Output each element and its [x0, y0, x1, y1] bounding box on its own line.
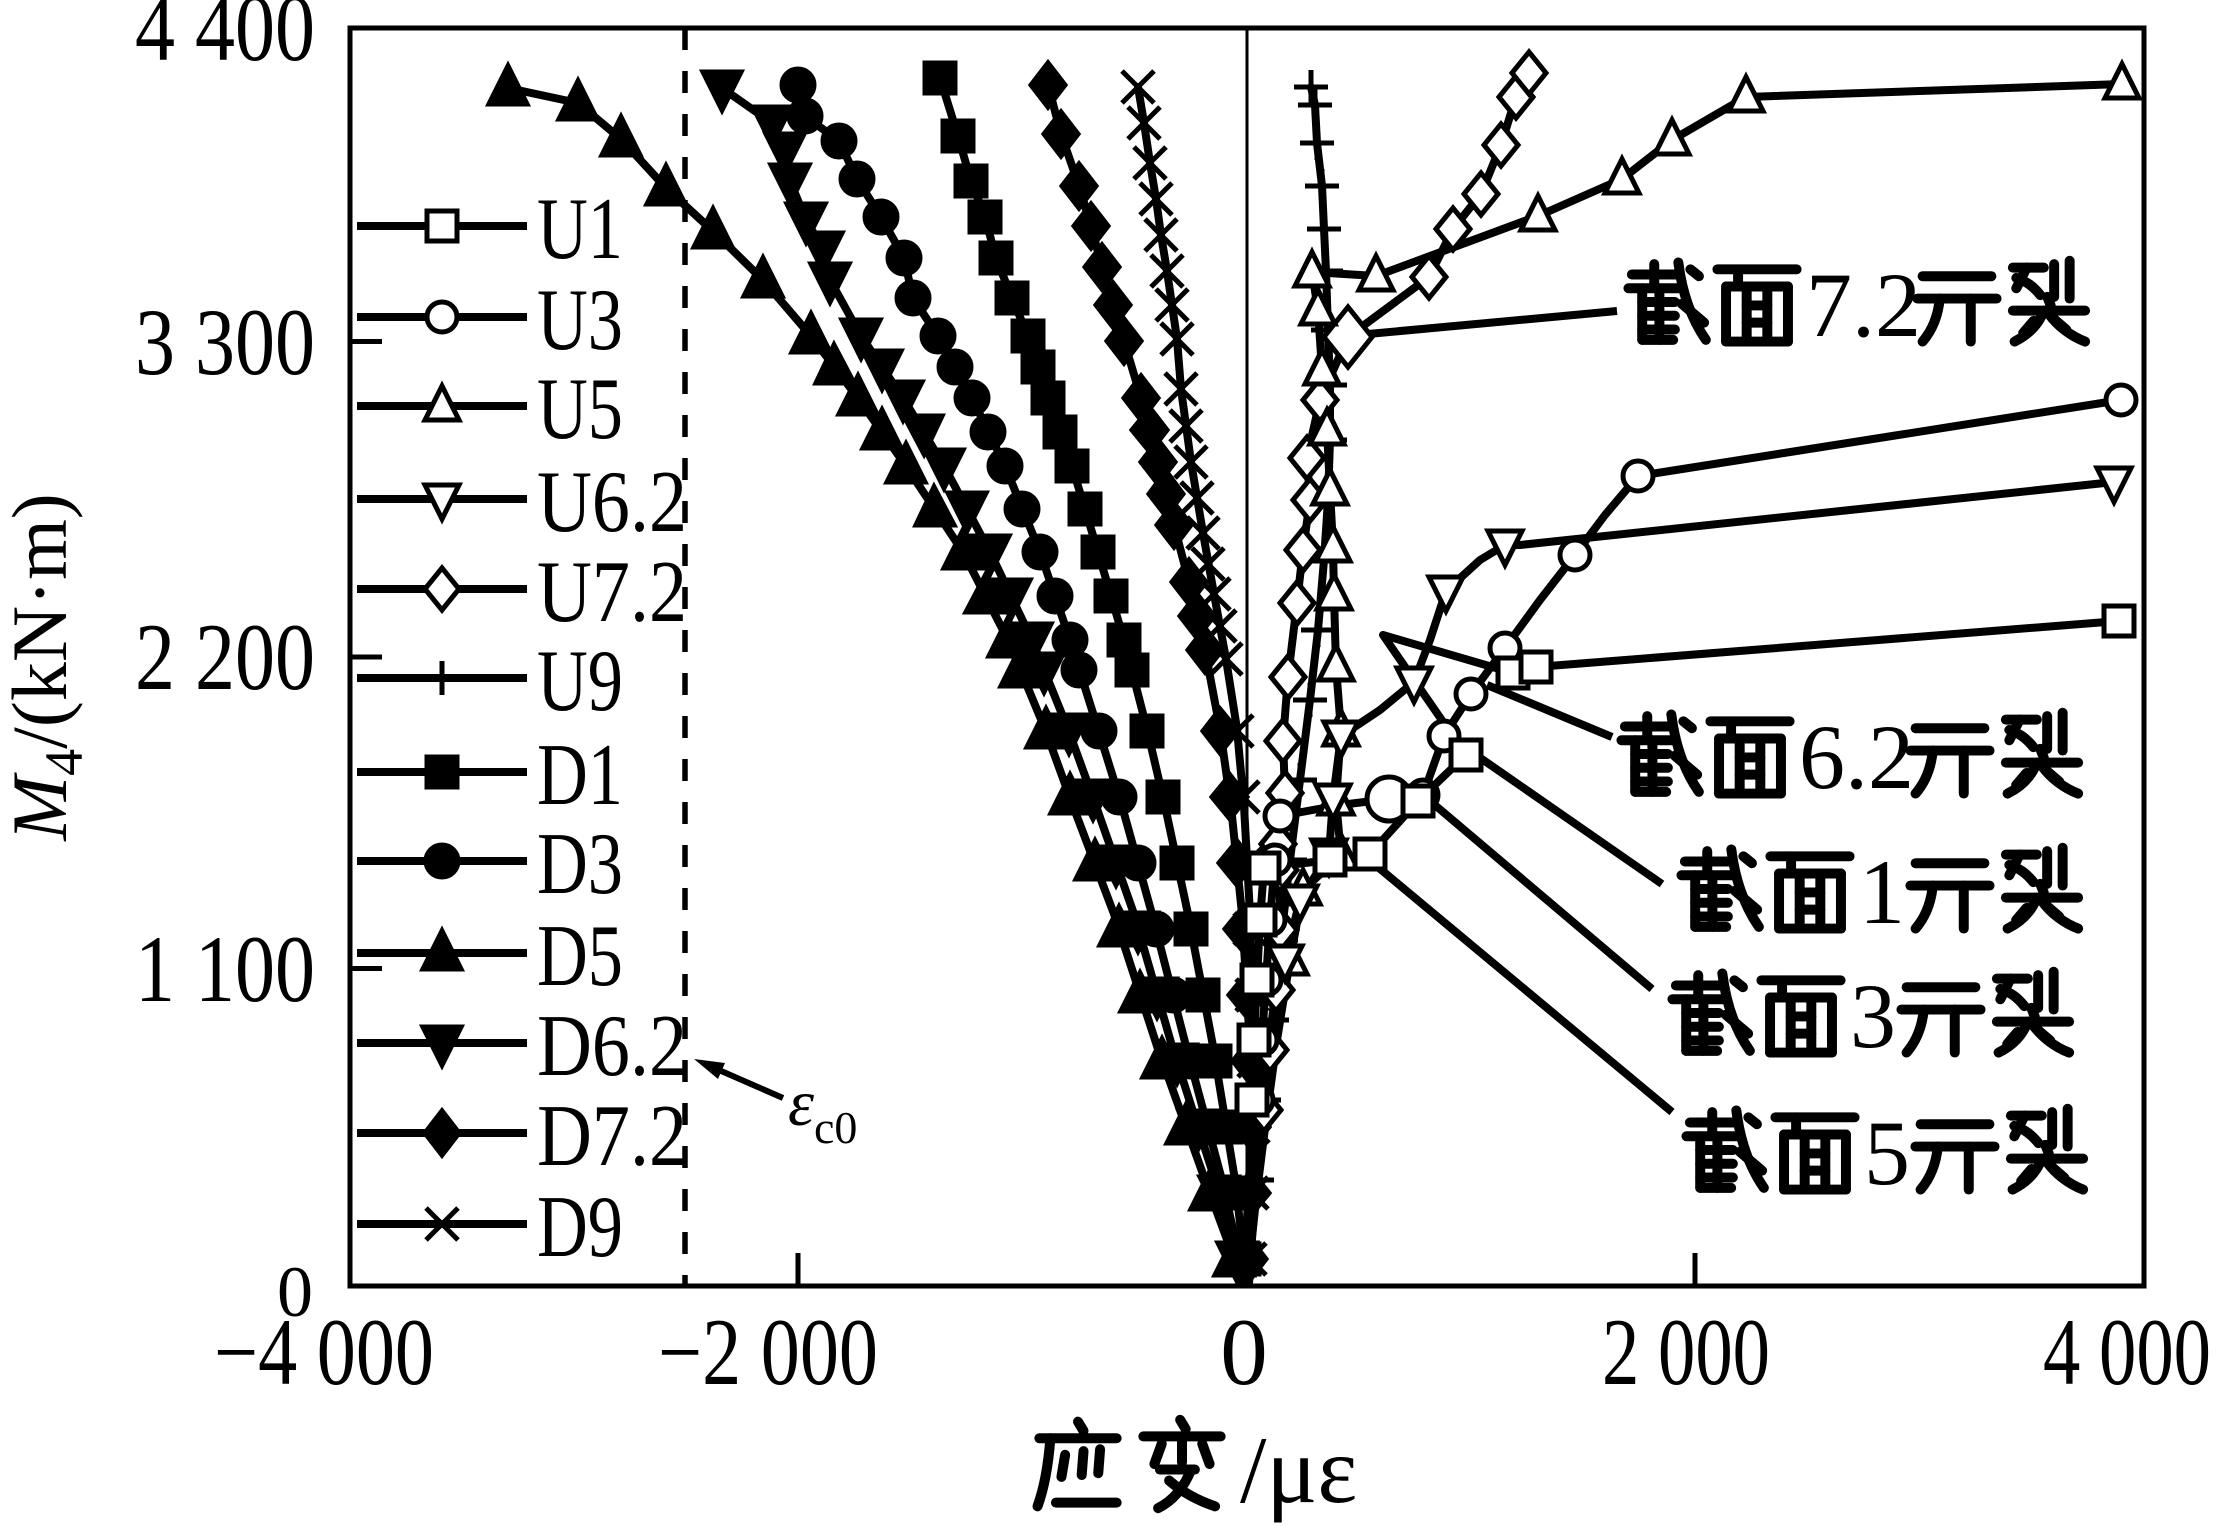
- svg-text:D3: D3: [537, 816, 623, 913]
- svg-text:1: 1: [1859, 841, 1905, 943]
- svg-text:U6.2: U6.2: [537, 454, 687, 551]
- svg-text:D9: D9: [537, 1179, 623, 1276]
- svg-text:U5: U5: [537, 361, 623, 458]
- svg-text:3: 3: [1850, 965, 1896, 1067]
- svg-text:4 000: 4 000: [2043, 1299, 2211, 1405]
- svg-text:5: 5: [1864, 1102, 1910, 1204]
- svg-text:D1: D1: [537, 727, 623, 824]
- svg-text:2 000: 2 000: [1602, 1299, 1770, 1405]
- svg-text:0: 0: [1220, 1299, 1268, 1405]
- svg-text:D6.2: D6.2: [537, 998, 687, 1095]
- svg-text:7.2: 7.2: [1806, 254, 1921, 356]
- svg-text:2 200: 2 200: [135, 604, 315, 710]
- svg-text:1 100: 1 100: [135, 916, 315, 1022]
- svg-text:U1: U1: [537, 181, 623, 278]
- svg-text:0: 0: [277, 1252, 313, 1332]
- svg-text:6.2: 6.2: [1799, 706, 1914, 808]
- svg-text:εc0: εc0: [788, 1067, 857, 1153]
- svg-text:/με: /με: [1240, 1417, 1357, 1523]
- svg-text:U9: U9: [537, 633, 623, 730]
- svg-text:−4 000: −4 000: [214, 1299, 434, 1405]
- svg-text:3 300: 3 300: [135, 289, 315, 395]
- svg-text:−2 000: −2 000: [658, 1299, 878, 1405]
- svg-text:D7.2: D7.2: [537, 1088, 687, 1185]
- svg-text:4 400: 4 400: [135, 0, 315, 81]
- svg-text:M4/(kN·m): M4/(kN·m): [0, 493, 94, 842]
- svg-text:D5: D5: [537, 908, 623, 1005]
- svg-text:U3: U3: [537, 272, 623, 369]
- svg-text:U7.2: U7.2: [537, 544, 687, 641]
